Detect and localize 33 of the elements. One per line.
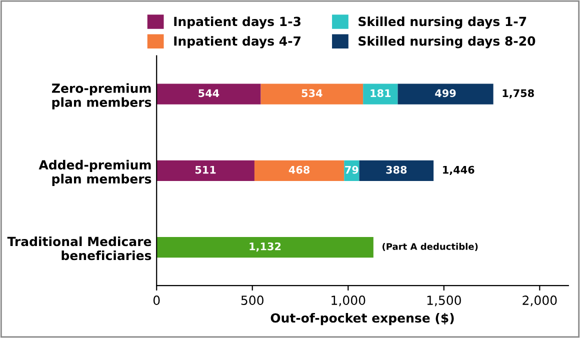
x-tick-label: 1,500 [427, 296, 461, 306]
legend-label: Skilled nursing days 1-7 [358, 16, 526, 29]
bar [398, 84, 494, 104]
bar [260, 84, 364, 104]
data-label: 388 [386, 166, 407, 174]
legend-label: Skilled nursing days 8-20 [358, 36, 536, 48]
y-tick-label: Zero-premium plan members [52, 83, 152, 110]
x-tick-label: 0 [153, 296, 160, 306]
data-label: 511 [195, 166, 216, 174]
data-label: 181 [370, 89, 391, 98]
data-label: 79 [345, 166, 358, 174]
x-axis-title: Out-of-pocket expense ($) [270, 312, 454, 326]
total-label: 1,758 [502, 89, 534, 98]
annotation: (Part A deductible) [382, 242, 478, 251]
data-label: 499 [435, 89, 456, 98]
x-tick-label: 1,000 [332, 296, 366, 306]
y-tick-label: Added-premium plan members [38, 160, 152, 186]
x-tick-label: 2,000 [522, 296, 557, 306]
bar [254, 160, 344, 182]
bar [156, 84, 261, 104]
data-label: 468 [288, 166, 310, 174]
legend-label: Inpatient days 4-7 [174, 36, 300, 48]
y-tick-label: Traditional Medicare beneficiaries [7, 236, 152, 260]
bar [363, 84, 398, 104]
data-label: 534 [302, 89, 322, 98]
bar [156, 160, 254, 182]
total-label: 1,446 [443, 166, 474, 176]
bar [156, 236, 374, 258]
data-label: 1,132 [250, 242, 281, 252]
legend-label: Inpatient days 1-3 [174, 16, 300, 29]
bar [359, 160, 434, 182]
data-label: 544 [198, 89, 220, 98]
x-tick-label: 500 [241, 296, 264, 306]
